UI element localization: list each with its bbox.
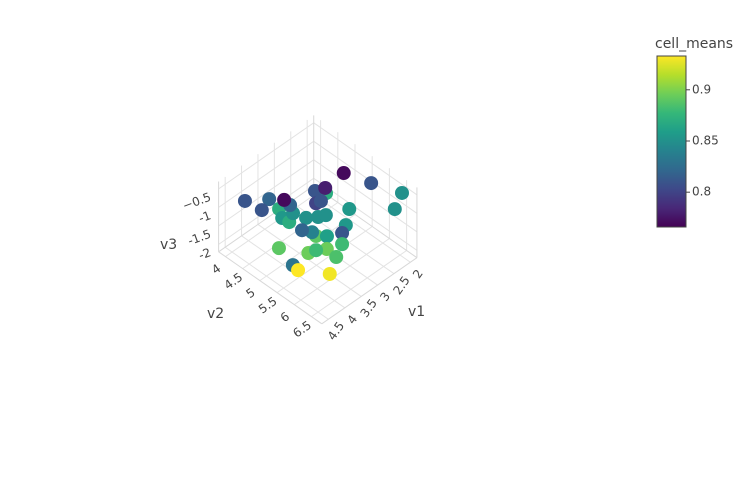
x-tick-label: 4 [344, 312, 360, 326]
x-tick-label: 2.5 [390, 274, 412, 298]
point [254, 203, 269, 218]
y-tick-label: 4 [209, 261, 223, 277]
grid-line [218, 122, 315, 190]
grid-line [224, 246, 329, 320]
point [395, 185, 409, 200]
point [335, 237, 350, 252]
grid-line [257, 224, 362, 297]
grid-line [313, 140, 418, 214]
scene [218, 115, 418, 325]
point [277, 192, 292, 207]
grid-line [313, 159, 418, 233]
z-axis-title: v3 [160, 237, 177, 253]
point [309, 243, 324, 258]
x-tick-label: 3.5 [358, 296, 380, 320]
y-axis-title: v2 [207, 306, 224, 322]
grid-line [313, 122, 418, 196]
y-tick-label: 6 [278, 309, 292, 325]
point [319, 241, 334, 256]
z-tick-label: -1 [197, 208, 213, 225]
x-tick-label: 2 [410, 267, 426, 281]
grid-line [218, 140, 315, 208]
colorbar-title: cell_means [655, 36, 733, 52]
colorbar-tick-label: 0.9 [692, 82, 711, 96]
y-tick-label: 4.5 [222, 270, 246, 292]
colorbar [656, 55, 687, 228]
y-tick-label: 5.5 [256, 294, 280, 316]
point [271, 241, 286, 256]
point [299, 210, 314, 225]
point [329, 250, 344, 265]
grid-line [225, 190, 321, 258]
point [262, 192, 277, 207]
point [336, 166, 351, 181]
point [318, 208, 333, 223]
z-tick-label: -2 [197, 245, 213, 262]
point [318, 180, 333, 195]
point [319, 229, 334, 244]
box-edge [218, 185, 315, 253]
point [335, 226, 350, 241]
point [387, 202, 402, 217]
point [313, 194, 328, 209]
box-edge [218, 251, 323, 325]
y-tick-label: 5 [243, 285, 257, 301]
grid-line [311, 250, 407, 318]
grid-line [276, 226, 373, 294]
grid-line [293, 238, 390, 306]
point [237, 193, 252, 208]
point [342, 202, 357, 217]
point [291, 263, 306, 278]
x-axis-title: v1 [408, 304, 425, 320]
colorbar-tick-label: 0.8 [692, 185, 711, 199]
box-edge [321, 257, 418, 325]
z-tick-label: -1.5 [186, 227, 213, 248]
point [295, 223, 310, 238]
point [364, 176, 379, 191]
x-tick-label: 3 [377, 290, 393, 304]
point [322, 266, 337, 281]
colorbar-tick-label: 0.85 [692, 133, 719, 147]
y-tick-label: 6.5 [290, 318, 314, 340]
x-tick-label: 4.5 [325, 319, 347, 343]
